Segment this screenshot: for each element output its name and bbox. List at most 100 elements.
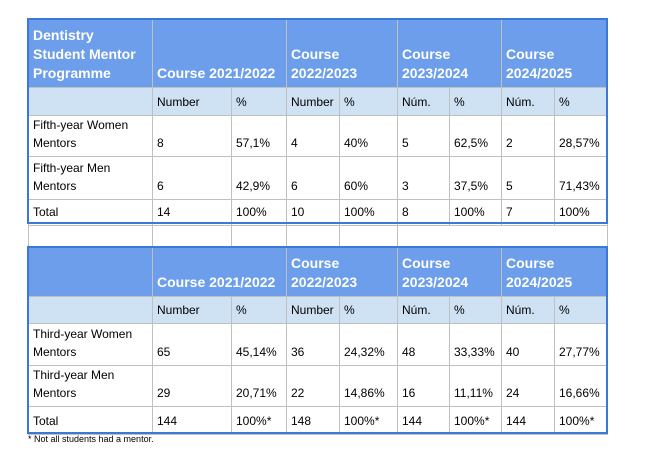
table2-header-row: Course 2021/2022 Course 2022/2023 Course… (28, 247, 608, 297)
subheader-percent: % (231, 87, 287, 116)
row-label: Total (28, 406, 153, 435)
cell: 42,9% (231, 156, 287, 200)
spacer-cell (339, 225, 398, 250)
cell: 40% (339, 115, 398, 157)
subheader-percent: % (339, 87, 398, 116)
cell: 100%* (339, 406, 398, 435)
cell: 144 (152, 406, 232, 435)
cell: 60% (339, 156, 398, 200)
fifth-year-mentors-table: Dentistry Student Mentor Programme Cours… (28, 19, 608, 250)
course-header-2022-2023: Course 2022/2023 (286, 247, 398, 297)
row-label: Third-year Men Mentors (28, 365, 153, 407)
cell: 10 (286, 199, 340, 226)
row-label: Fifth-year Men Mentors (28, 156, 153, 200)
subheader-percent: % (554, 296, 608, 324)
cell: 100% (231, 199, 287, 226)
cell: 14,86% (339, 365, 398, 407)
subheader-number: Núm. (501, 296, 555, 324)
course-header-2023-2024: Course 2023/2024 (397, 247, 502, 297)
spacer-cell (28, 225, 153, 250)
cell: 100%* (554, 406, 608, 435)
row-label: Third-year Women Mentors (28, 323, 153, 366)
subheader-number: Number (152, 87, 232, 116)
cell: 3 (397, 156, 450, 200)
course-header-2022-2023: Course 2022/2023 (286, 19, 398, 88)
cell: 144 (397, 406, 450, 435)
course-header-2021-2022: Course 2021/2022 (152, 247, 287, 297)
cell: 16,66% (554, 365, 608, 407)
course-header-2021-2022: Course 2021/2022 (152, 19, 287, 88)
cell: 6 (286, 156, 340, 200)
subheader-percent: % (554, 87, 608, 116)
table1-header-row: Dentistry Student Mentor Programme Cours… (28, 19, 608, 88)
cell: 45,14% (231, 323, 287, 366)
table2-subheader-row: Number % Number % Núm. % Núm. % (28, 296, 608, 324)
cell: 11,11% (449, 365, 502, 407)
cell: 8 (397, 199, 450, 226)
table1-title: Dentistry Student Mentor Programme (28, 19, 153, 88)
subheader-number: Number (286, 296, 340, 324)
cell: 24,32% (339, 323, 398, 366)
cell: 28,57% (554, 115, 608, 157)
subheader-number: Number (152, 296, 232, 324)
spacer-cell (231, 225, 287, 250)
cell: 144 (501, 406, 555, 435)
cell: 100% (554, 199, 608, 226)
spacer-cell (397, 225, 608, 250)
course-header-2024-2025: Course 2024/2025 (501, 247, 608, 297)
cell: 57,1% (231, 115, 287, 157)
row-label: Fifth-year Women Mentors (28, 115, 153, 157)
cell: 5 (501, 156, 555, 200)
subheader-number: Núm. (501, 87, 555, 116)
table-row: Fifth-year Men Mentors 6 42,9% 6 60% 3 3… (28, 156, 608, 200)
cell: 2 (501, 115, 555, 157)
table-row-total: Total 144 100%* 148 100%* 144 100%* 144 … (28, 406, 608, 435)
cell: 37,5% (449, 156, 502, 200)
cell: 16 (397, 365, 450, 407)
cell: 5 (397, 115, 450, 157)
cell: 8 (152, 115, 232, 157)
cell: 100% (339, 199, 398, 226)
subheader-number: Núm. (397, 87, 450, 116)
subheader-blank (28, 296, 153, 324)
cell: 100%* (449, 406, 502, 435)
cell: 65 (152, 323, 232, 366)
spacer-row (28, 225, 608, 250)
spacer-cell (286, 225, 340, 250)
subheader-percent: % (449, 296, 502, 324)
subheader-blank (28, 87, 153, 116)
cell: 14 (152, 199, 232, 226)
table2-title (28, 247, 153, 297)
cell: 62,5% (449, 115, 502, 157)
subheader-number: Number (286, 87, 340, 116)
subheader-percent: % (449, 87, 502, 116)
table1-subheader-row: Number % Number % Núm. % Núm. % (28, 87, 608, 116)
footnote: * Not all students had a mentor. (28, 434, 154, 444)
subheader-percent: % (339, 296, 398, 324)
cell: 22 (286, 365, 340, 407)
spacer-cell (152, 225, 232, 250)
row-label: Total (28, 199, 153, 226)
cell: 6 (152, 156, 232, 200)
table-row: Third-year Women Mentors 65 45,14% 36 24… (28, 323, 608, 366)
cell: 4 (286, 115, 340, 157)
subheader-percent: % (231, 296, 287, 324)
cell: 40 (501, 323, 555, 366)
subheader-number: Núm. (397, 296, 450, 324)
table-row-total: Total 14 100% 10 100% 8 100% 7 100% (28, 199, 608, 226)
cell: 24 (501, 365, 555, 407)
course-header-2024-2025: Course 2024/2025 (501, 19, 608, 88)
cell: 20,71% (231, 365, 287, 407)
cell: 33,33% (449, 323, 502, 366)
cell: 100% (449, 199, 502, 226)
cell: 148 (286, 406, 340, 435)
cell: 7 (501, 199, 555, 226)
cell: 71,43% (554, 156, 608, 200)
cell: 100%* (231, 406, 287, 435)
table-row: Third-year Men Mentors 29 20,71% 22 14,8… (28, 365, 608, 407)
third-year-mentors-table: Course 2021/2022 Course 2022/2023 Course… (28, 247, 608, 435)
course-header-2023-2024: Course 2023/2024 (397, 19, 502, 88)
table-row: Fifth-year Women Mentors 8 57,1% 4 40% 5… (28, 115, 608, 157)
cell: 29 (152, 365, 232, 407)
cell: 36 (286, 323, 340, 366)
